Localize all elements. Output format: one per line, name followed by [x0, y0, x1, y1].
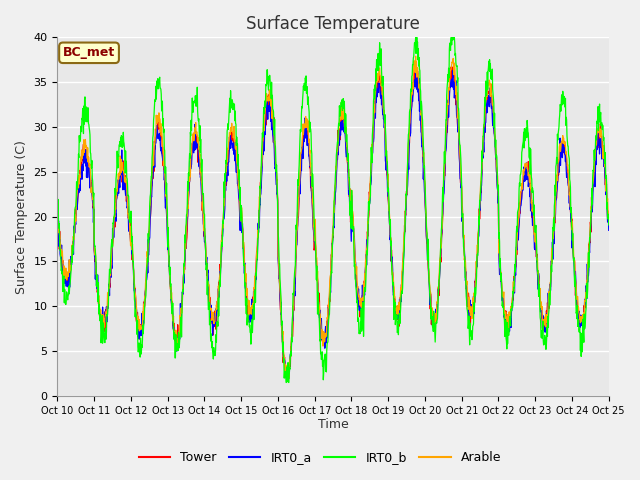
Line: Arable: Arable — [58, 56, 609, 378]
Line: Tower: Tower — [58, 65, 609, 378]
Tower — [238, 220, 246, 226]
IRT0_a — [163, 212, 170, 218]
IRT0_a — [283, 375, 291, 381]
IRT0_b — [540, 342, 548, 348]
IRT0_b — [163, 180, 170, 186]
IRT0_a — [238, 228, 246, 233]
IRT0_b — [412, 35, 419, 40]
Y-axis label: Surface Temperature (C): Surface Temperature (C) — [15, 140, 28, 294]
IRT0_b — [54, 198, 61, 204]
Arable — [492, 138, 499, 144]
IRT0_a — [176, 326, 184, 332]
Tower — [163, 207, 170, 213]
IRT0_b — [238, 209, 246, 215]
IRT0_a — [449, 68, 457, 73]
Tower — [451, 62, 458, 68]
X-axis label: Time: Time — [317, 419, 348, 432]
Tower — [419, 155, 427, 161]
Text: BC_met: BC_met — [63, 46, 115, 60]
Arable — [605, 209, 612, 215]
Arable — [540, 319, 548, 324]
Tower — [492, 144, 499, 150]
IRT0_a — [540, 322, 548, 328]
Arable — [176, 312, 184, 318]
Title: Surface Temperature: Surface Temperature — [246, 15, 420, 33]
Arable — [238, 205, 246, 211]
Arable — [419, 154, 427, 159]
IRT0_b — [176, 332, 184, 338]
IRT0_b — [419, 142, 427, 147]
Arable — [163, 192, 170, 198]
Line: IRT0_a: IRT0_a — [58, 71, 609, 378]
Arable — [283, 375, 291, 381]
Line: IRT0_b: IRT0_b — [58, 37, 609, 383]
Tower — [605, 216, 612, 222]
IRT0_a — [54, 219, 61, 225]
IRT0_a — [605, 228, 612, 233]
Arable — [412, 53, 419, 59]
IRT0_b — [492, 144, 499, 150]
Tower — [283, 375, 291, 381]
Tower — [540, 327, 548, 333]
Tower — [54, 205, 61, 211]
IRT0_a — [419, 144, 427, 149]
Tower — [176, 325, 184, 331]
Legend: Tower, IRT0_a, IRT0_b, Arable: Tower, IRT0_a, IRT0_b, Arable — [134, 446, 506, 469]
IRT0_b — [605, 222, 612, 228]
IRT0_a — [492, 144, 499, 150]
Arable — [54, 200, 61, 206]
IRT0_b — [282, 380, 290, 385]
